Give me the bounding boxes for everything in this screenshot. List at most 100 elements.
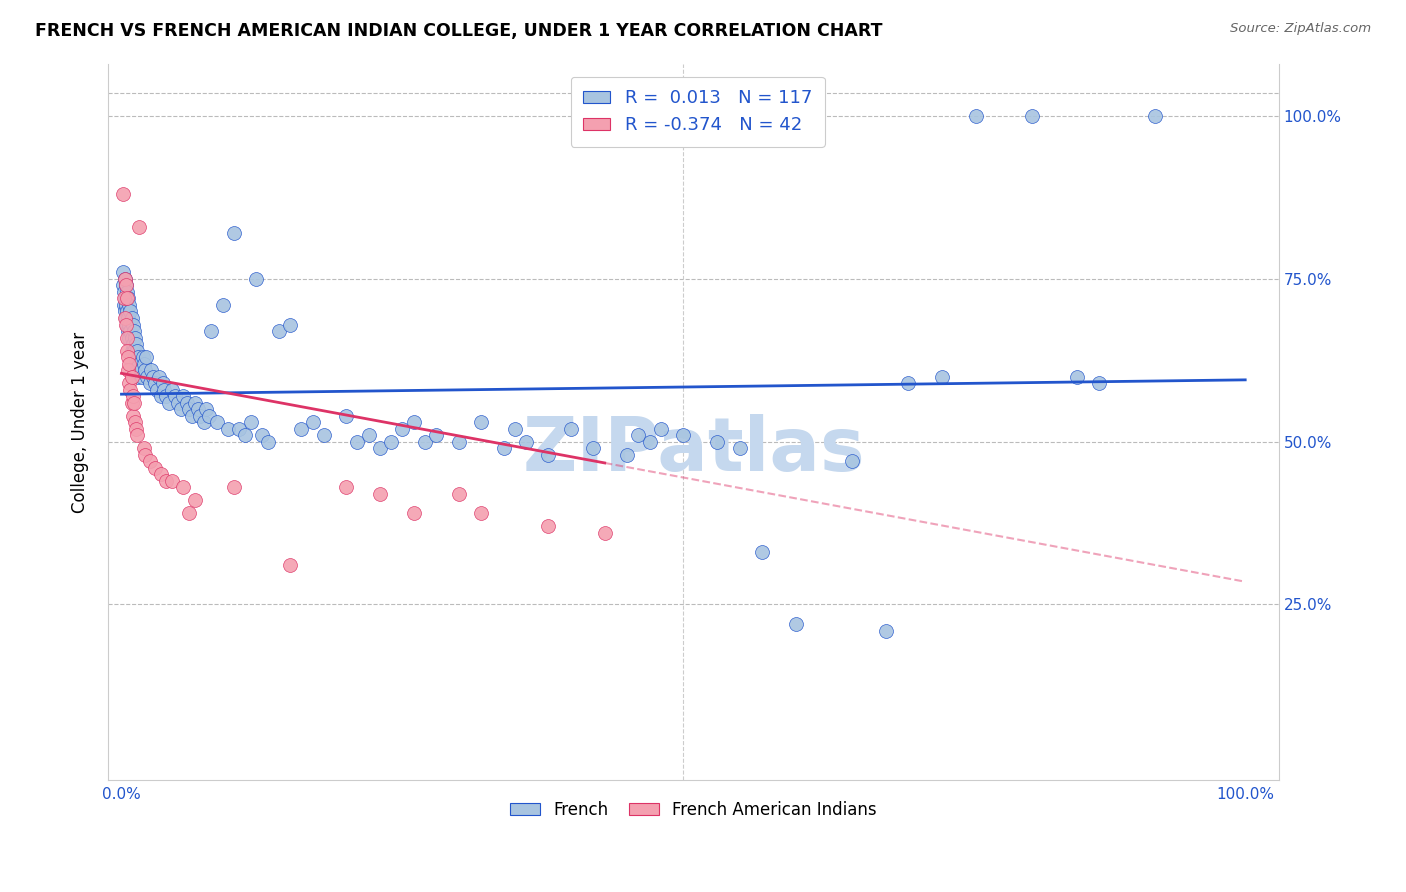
Point xyxy=(402,506,425,520)
Point xyxy=(897,376,920,390)
Point xyxy=(346,434,368,449)
Point xyxy=(222,480,245,494)
Point xyxy=(138,376,160,390)
Point xyxy=(267,324,290,338)
Point xyxy=(931,369,953,384)
Point xyxy=(160,474,183,488)
Point xyxy=(115,318,138,332)
Point xyxy=(1021,109,1043,123)
Point xyxy=(114,292,136,306)
Point xyxy=(115,311,138,326)
Point xyxy=(368,441,391,455)
Point xyxy=(153,383,176,397)
Point xyxy=(194,402,217,417)
Point xyxy=(122,324,145,338)
Point xyxy=(115,343,138,358)
Point xyxy=(125,357,148,371)
Point xyxy=(187,402,209,417)
Point xyxy=(121,389,143,403)
Point xyxy=(211,298,233,312)
Point xyxy=(131,369,153,384)
Point xyxy=(155,474,177,488)
Point xyxy=(143,376,166,390)
Point xyxy=(172,480,194,494)
Point xyxy=(290,422,312,436)
Point xyxy=(112,298,135,312)
Point xyxy=(135,350,157,364)
Point xyxy=(875,624,897,638)
Point xyxy=(115,292,138,306)
Point xyxy=(470,415,492,429)
Point xyxy=(118,298,141,312)
Point xyxy=(413,434,436,449)
Text: ZIPatlas: ZIPatlas xyxy=(522,414,865,487)
Point xyxy=(165,389,187,403)
Point xyxy=(222,227,245,241)
Point xyxy=(124,330,146,344)
Point xyxy=(114,272,136,286)
Point xyxy=(593,525,616,540)
Point xyxy=(118,330,141,344)
Point xyxy=(132,441,155,455)
Point xyxy=(121,369,143,384)
Point xyxy=(148,369,170,384)
Point xyxy=(121,409,143,423)
Point xyxy=(136,369,159,384)
Point xyxy=(117,363,139,377)
Point xyxy=(335,480,357,494)
Point xyxy=(250,428,273,442)
Point xyxy=(278,558,301,573)
Point xyxy=(183,493,205,508)
Point xyxy=(138,454,160,468)
Point xyxy=(515,434,537,449)
Point xyxy=(127,428,149,442)
Point xyxy=(706,434,728,449)
Point xyxy=(125,422,148,436)
Point xyxy=(193,415,215,429)
Text: Source: ZipAtlas.com: Source: ZipAtlas.com xyxy=(1230,22,1371,36)
Point xyxy=(121,330,143,344)
Point xyxy=(650,422,672,436)
Y-axis label: College, Under 1 year: College, Under 1 year xyxy=(72,332,89,513)
Point xyxy=(111,278,134,293)
Point xyxy=(582,441,605,455)
Point xyxy=(118,318,141,332)
Point xyxy=(312,428,335,442)
Point xyxy=(134,448,156,462)
Point xyxy=(627,428,650,442)
Point xyxy=(160,383,183,397)
Point xyxy=(492,441,515,455)
Point xyxy=(118,357,141,371)
Point xyxy=(152,376,174,390)
Point xyxy=(127,363,149,377)
Point xyxy=(728,441,751,455)
Point xyxy=(402,415,425,429)
Point xyxy=(380,434,402,449)
Point xyxy=(117,324,139,338)
Point xyxy=(120,383,142,397)
Point xyxy=(127,369,149,384)
Point xyxy=(120,324,142,338)
Point xyxy=(228,422,250,436)
Point xyxy=(166,395,188,409)
Point xyxy=(217,422,239,436)
Point xyxy=(785,617,807,632)
Point xyxy=(121,343,143,358)
Point xyxy=(1144,109,1167,123)
Point xyxy=(233,428,256,442)
Point xyxy=(245,272,267,286)
Point xyxy=(125,337,148,351)
Point xyxy=(278,318,301,332)
Point xyxy=(127,343,149,358)
Point xyxy=(121,337,143,351)
Point xyxy=(149,389,172,403)
Point xyxy=(301,415,323,429)
Point xyxy=(638,434,661,449)
Point xyxy=(391,422,413,436)
Point xyxy=(205,415,228,429)
Point xyxy=(751,545,773,559)
Point xyxy=(115,278,138,293)
Point xyxy=(115,278,138,293)
Point xyxy=(239,415,262,429)
Point xyxy=(357,428,380,442)
